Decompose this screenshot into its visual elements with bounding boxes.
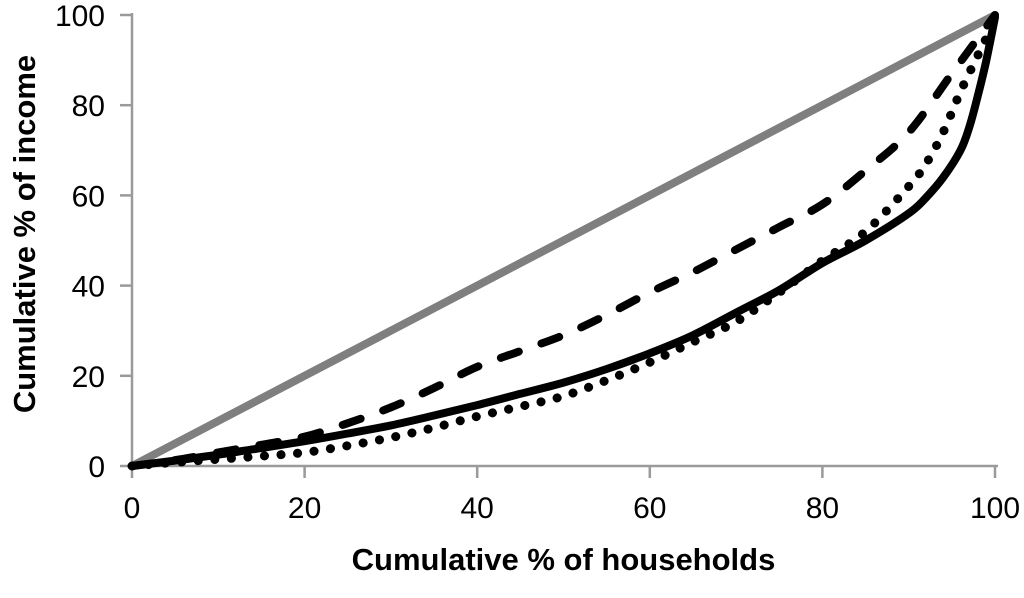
x-axis-title: Cumulative % of households [351, 542, 776, 577]
line-of-equality [128, 11, 999, 470]
y-tick-label: 80 [72, 90, 105, 123]
solid-lorenz-curve [128, 13, 999, 470]
y-tick-label: 100 [55, 0, 105, 33]
x-tick-label: 100 [970, 492, 1020, 525]
y-tick-label: 40 [72, 271, 105, 304]
y-tick-label: 60 [72, 180, 105, 213]
y-tick-label: 0 [88, 451, 105, 484]
tick-labels: 0 20 40 60 80 100 0 20 40 60 80 100 [55, 0, 1020, 525]
x-tick-label: 0 [124, 492, 141, 525]
x-tick-label: 20 [288, 492, 321, 525]
x-tick-label: 40 [461, 492, 494, 525]
dotted-lorenz-curve [127, 10, 1000, 471]
data-series [127, 10, 1000, 471]
y-tick-label: 20 [72, 361, 105, 394]
y-axis-title: Cumulative % of income [7, 54, 42, 414]
axes [120, 13, 998, 478]
x-tick-label: 60 [633, 492, 666, 525]
x-tick-label: 80 [806, 492, 839, 525]
